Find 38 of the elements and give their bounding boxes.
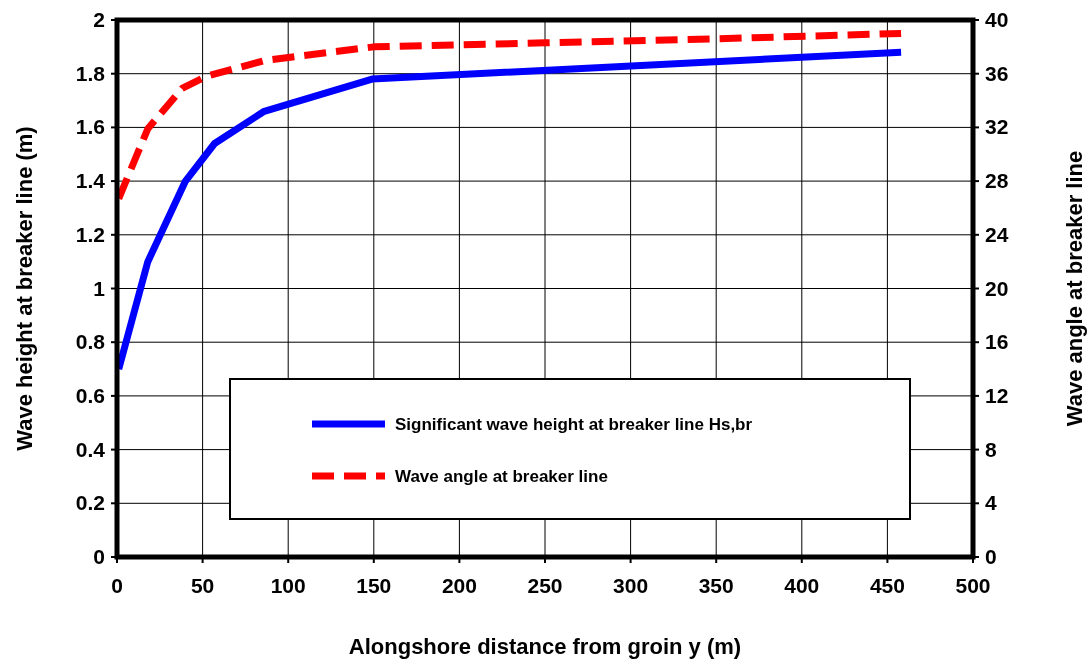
x-tick-label: 300 bbox=[613, 574, 649, 597]
x-tick-label: 200 bbox=[441, 574, 477, 597]
y-tick-label: 0 bbox=[93, 545, 105, 568]
y-tick-label: 0.6 bbox=[75, 383, 105, 407]
y-tick-label: 1.2 bbox=[75, 222, 105, 246]
y-tick-label: 0.4 bbox=[75, 437, 106, 461]
y-tick-label: 1.6 bbox=[75, 115, 105, 139]
y-tick-label: 0.8 bbox=[75, 330, 106, 354]
x-tick-label: 150 bbox=[356, 574, 392, 597]
y2-tick-label: 12 bbox=[985, 383, 1009, 407]
x-tick-label: 100 bbox=[270, 574, 306, 597]
y-axis-title: Wave height at breaker line (m) bbox=[12, 126, 37, 451]
x-tick-label: 250 bbox=[527, 574, 563, 597]
legend-label: Wave angle at breaker line bbox=[395, 467, 608, 486]
y2-tick-label: 36 bbox=[985, 61, 1009, 85]
y-tick-label: 2 bbox=[93, 8, 105, 31]
x-tick-label: 450 bbox=[869, 574, 905, 597]
legend-label: Significant wave height at breaker line Hs,br bbox=[395, 415, 753, 434]
y2-tick-label: 8 bbox=[985, 437, 997, 461]
x-tick-label: 0 bbox=[111, 574, 123, 597]
y-tick-label: 1.8 bbox=[75, 61, 106, 85]
x-tick-label: 350 bbox=[698, 574, 734, 597]
y-tick-label: 0.2 bbox=[75, 491, 105, 515]
y2-tick-label: 4 bbox=[985, 491, 997, 515]
x-axis-title: Alongshore distance from groin y (m) bbox=[348, 634, 742, 659]
x-tick-label: 400 bbox=[784, 574, 820, 597]
y2-tick-label: 24 bbox=[985, 222, 1009, 246]
x-tick-label: 500 bbox=[955, 574, 991, 597]
y-tick-label: 1.4 bbox=[75, 169, 106, 193]
y2-tick-label: 40 bbox=[985, 8, 1009, 31]
y2-axis-title: Wave angle at breaker line bbox=[1062, 150, 1087, 427]
y2-tick-label: 28 bbox=[985, 169, 1009, 193]
y2-tick-label: 20 bbox=[985, 276, 1009, 300]
y2-tick-label: 16 bbox=[985, 330, 1009, 354]
y-tick-label: 1 bbox=[93, 276, 106, 300]
y2-tick-label: 32 bbox=[985, 115, 1009, 139]
x-tick-label: 50 bbox=[190, 574, 215, 597]
y2-tick-label: 0 bbox=[985, 545, 997, 568]
